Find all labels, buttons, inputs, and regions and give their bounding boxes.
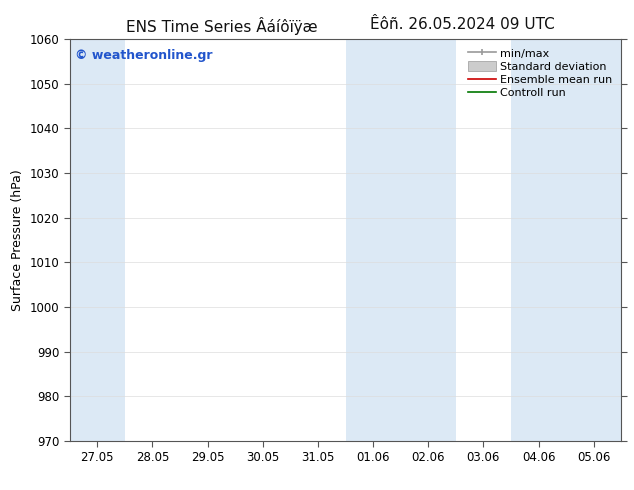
- Legend: min/max, Standard deviation, Ensemble mean run, Controll run: min/max, Standard deviation, Ensemble me…: [465, 45, 616, 101]
- Bar: [346, 39, 401, 441]
- Text: ENS Time Series Âáíôïÿæ: ENS Time Series Âáíôïÿæ: [126, 17, 318, 35]
- Y-axis label: Surface Pressure (hPa): Surface Pressure (hPa): [11, 169, 24, 311]
- Bar: [401, 39, 456, 441]
- Bar: [511, 39, 566, 441]
- Text: Êôñ. 26.05.2024 09 UTC: Êôñ. 26.05.2024 09 UTC: [370, 17, 555, 32]
- Text: © weatheronline.gr: © weatheronline.gr: [75, 49, 213, 62]
- Bar: [70, 39, 125, 441]
- Bar: [566, 39, 621, 441]
